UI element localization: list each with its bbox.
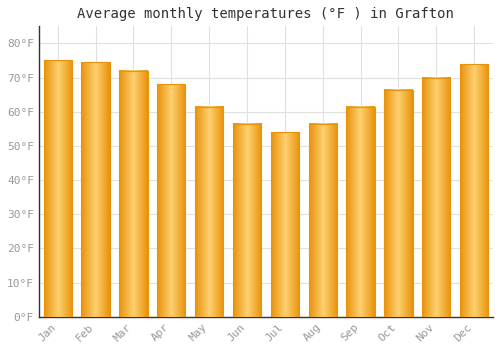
Bar [233,124,261,317]
Bar [308,124,337,317]
Bar [270,132,299,317]
Bar [157,84,186,317]
Bar [195,107,224,317]
Bar [346,107,375,317]
Bar [157,84,186,317]
Bar [384,90,412,317]
Bar [119,71,148,317]
Bar [384,90,412,317]
Bar [422,78,450,317]
Bar [460,64,488,317]
Bar [44,61,72,317]
Bar [270,132,299,317]
Bar [346,107,375,317]
Bar [233,124,261,317]
Bar [308,124,337,317]
Bar [82,62,110,317]
Bar [422,78,450,317]
Bar [44,61,72,317]
Bar [195,107,224,317]
Title: Average monthly temperatures (°F ) in Grafton: Average monthly temperatures (°F ) in Gr… [78,7,454,21]
Bar [119,71,148,317]
Bar [82,62,110,317]
Bar [460,64,488,317]
